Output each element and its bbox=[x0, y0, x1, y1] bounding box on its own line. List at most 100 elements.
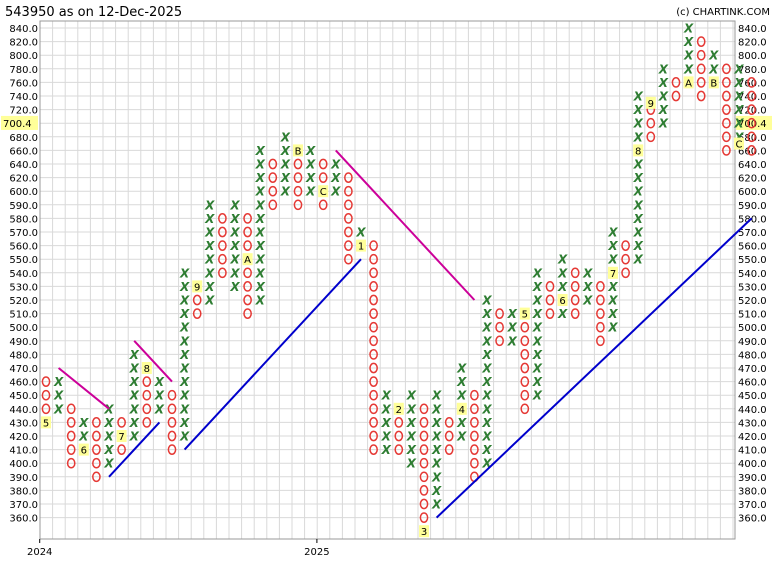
x-mark: X bbox=[607, 280, 618, 294]
y-tick-label-left: 440.0 bbox=[9, 405, 38, 416]
o-mark bbox=[419, 471, 429, 483]
month-marker-bg bbox=[41, 416, 51, 429]
o-mark bbox=[66, 403, 76, 415]
o-mark bbox=[142, 417, 152, 428]
month-marker-bg bbox=[192, 280, 203, 293]
o-mark bbox=[671, 77, 681, 88]
y-tick-label-right: 550.0 bbox=[738, 255, 767, 266]
o-mark bbox=[142, 389, 152, 401]
o-mark bbox=[419, 430, 429, 442]
y-tick-label-right: 480.0 bbox=[738, 350, 767, 361]
x-mark: X bbox=[481, 307, 492, 321]
y-tick-label-left: 590.0 bbox=[9, 201, 38, 212]
y-tick-label-right: 510.0 bbox=[738, 310, 767, 321]
x-mark: X bbox=[481, 362, 492, 376]
x-mark: X bbox=[532, 280, 543, 294]
x-mark: X bbox=[633, 198, 644, 212]
o-mark bbox=[444, 430, 454, 442]
x-mark: X bbox=[607, 307, 618, 321]
o-mark bbox=[243, 294, 252, 306]
o-mark bbox=[66, 457, 76, 469]
x-mark: X bbox=[154, 375, 165, 389]
o-mark bbox=[747, 104, 756, 115]
x-mark: X bbox=[204, 253, 215, 267]
o-mark bbox=[167, 444, 177, 455]
y-tick-label-left: 480.0 bbox=[9, 350, 38, 361]
o-mark bbox=[520, 362, 530, 374]
x-mark: X bbox=[330, 185, 341, 199]
x-mark: X bbox=[456, 430, 467, 444]
o-mark bbox=[596, 281, 605, 292]
trend-line bbox=[57, 367, 110, 410]
month-marker-bg bbox=[708, 76, 719, 89]
o-mark bbox=[369, 362, 378, 374]
x-mark: X bbox=[204, 198, 215, 212]
o-mark bbox=[419, 417, 429, 428]
y-tick-label-right: 640.0 bbox=[738, 160, 767, 171]
trend-line bbox=[133, 340, 173, 383]
y-tick-label-left: 760.0 bbox=[9, 78, 38, 89]
o-mark bbox=[394, 417, 404, 428]
o-mark bbox=[747, 77, 756, 88]
x-mark: X bbox=[683, 22, 694, 36]
x-mark: X bbox=[255, 212, 266, 226]
o-mark bbox=[470, 430, 479, 442]
o-mark bbox=[646, 131, 656, 143]
month-marker: 3 bbox=[421, 527, 427, 538]
o-mark bbox=[570, 294, 580, 306]
o-mark bbox=[167, 389, 177, 401]
x-mark: X bbox=[633, 103, 644, 117]
o-mark bbox=[66, 430, 76, 442]
o-mark bbox=[142, 403, 152, 415]
month-marker: 6 bbox=[559, 296, 565, 307]
y-tick-label-right: 400.0 bbox=[738, 459, 767, 470]
current-price-box-right bbox=[736, 115, 772, 130]
o-mark bbox=[520, 335, 530, 347]
x-mark: X bbox=[683, 62, 694, 76]
month-marker: 5 bbox=[43, 418, 49, 429]
x-mark: X bbox=[179, 416, 190, 430]
month-marker-bg bbox=[734, 137, 744, 150]
x-mark: X bbox=[532, 294, 543, 308]
x-mark: X bbox=[456, 362, 467, 376]
o-mark bbox=[419, 444, 429, 455]
month-marker-bg bbox=[456, 402, 467, 415]
x-mark: X bbox=[456, 375, 467, 389]
o-mark bbox=[243, 226, 252, 238]
y-tick-label-left: 680.0 bbox=[9, 133, 38, 144]
x-mark: X bbox=[582, 266, 593, 280]
o-mark bbox=[344, 199, 353, 211]
o-mark bbox=[369, 267, 378, 279]
y-tick-label-right: 780.0 bbox=[738, 65, 767, 76]
x-mark: X bbox=[103, 457, 114, 471]
o-mark bbox=[747, 131, 756, 143]
x-mark: X bbox=[204, 239, 215, 253]
x-mark: X bbox=[129, 416, 140, 430]
y-tick-label-left: 520.0 bbox=[9, 296, 38, 307]
y-tick-label-left: 360.0 bbox=[9, 514, 38, 525]
x-mark: X bbox=[431, 402, 442, 416]
x-mark: X bbox=[406, 443, 417, 457]
o-mark bbox=[545, 281, 555, 292]
y-tick-label-left: 600.0 bbox=[9, 187, 38, 198]
current-price-label-right: 700.4 bbox=[738, 119, 767, 130]
y-tick-label-left: 530.0 bbox=[9, 282, 38, 293]
o-mark bbox=[495, 335, 504, 347]
month-marker-bg bbox=[318, 185, 329, 198]
x-mark: X bbox=[532, 334, 543, 348]
y-tick-label-left: 570.0 bbox=[9, 228, 38, 239]
y-tick-label-left: 420.0 bbox=[9, 432, 38, 443]
o-mark bbox=[470, 403, 479, 415]
x-mark: X bbox=[507, 307, 518, 321]
o-mark bbox=[520, 349, 530, 360]
o-mark bbox=[41, 389, 51, 401]
o-mark bbox=[167, 417, 177, 428]
x-mark: X bbox=[431, 389, 442, 403]
o-mark bbox=[570, 308, 580, 319]
o-mark bbox=[394, 430, 404, 442]
o-mark bbox=[369, 321, 378, 333]
y-tick-label-left: 820.0 bbox=[9, 38, 38, 49]
o-mark bbox=[696, 36, 706, 47]
y-tick-label-left: 560.0 bbox=[9, 242, 38, 253]
